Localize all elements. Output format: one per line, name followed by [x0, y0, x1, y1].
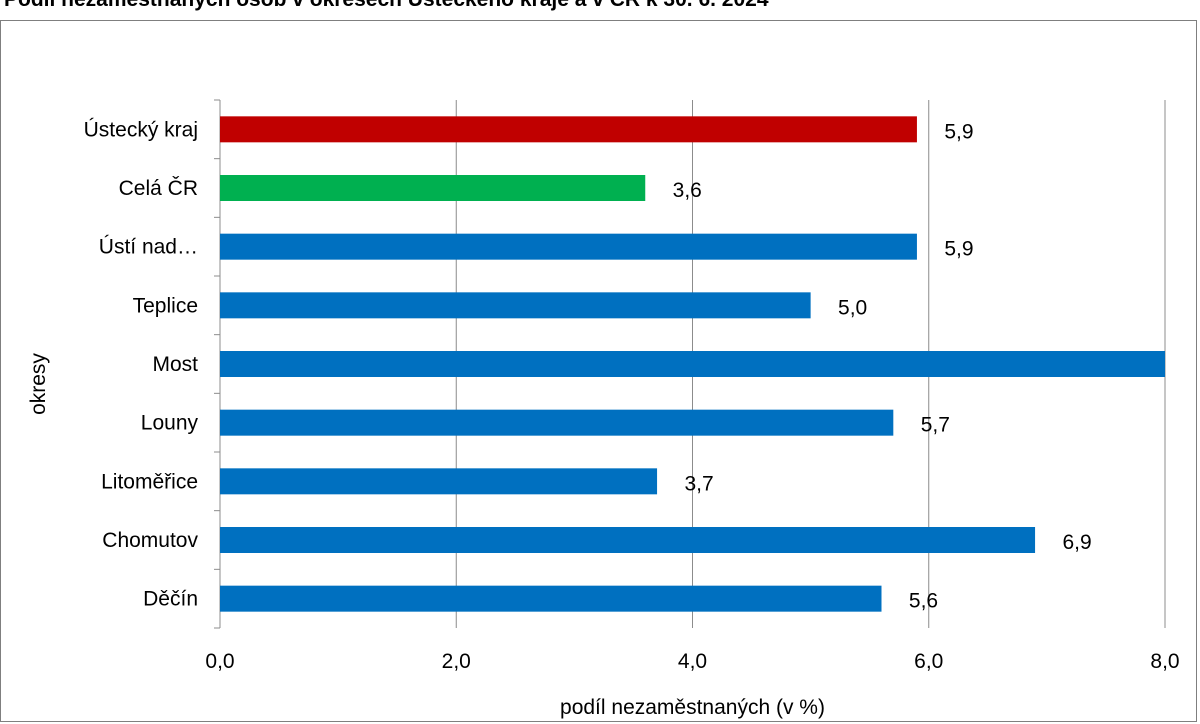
x-tick-label: 6,0: [914, 650, 943, 673]
data-label: 6,9: [1062, 531, 1091, 554]
x-tick-label: 0,0: [205, 650, 234, 673]
category-label: Litoměřice: [101, 470, 198, 493]
data-label: 3,6: [673, 179, 702, 202]
x-tick-labels: 0,0 2,0 4,0 6,0 8,0: [205, 650, 1179, 673]
category-label: Celá ČR: [119, 177, 198, 200]
y-axis-title: okresy: [27, 353, 50, 415]
chart-title: Podíl nezaměstnaných osob v okresech Úst…: [4, 0, 769, 12]
bar: [220, 351, 1165, 377]
data-label: 3,7: [684, 472, 713, 495]
category-label: Děčín: [143, 588, 198, 611]
chart-frame: [0, 20, 1197, 722]
x-tick-label: 4,0: [678, 650, 707, 673]
x-tick-label: 8,0: [1150, 650, 1179, 673]
bar: [220, 292, 811, 319]
category-label: Chomutov: [102, 529, 198, 552]
category-label: Louny: [141, 412, 199, 435]
data-label: 5,9: [944, 238, 973, 261]
bar: [220, 409, 894, 436]
data-label: 5,6: [909, 590, 938, 613]
data-label: 5,0: [838, 296, 867, 319]
data-labels: 5,9 3,6 5,9 5,0 5,7 3,7 6,9 5,6: [673, 120, 1092, 612]
x-axis-title: podíl nezaměstnaných (v %): [560, 696, 825, 719]
category-labels: Ústecký kraj Celá ČR Ústí nad… Teplice Most L…: [84, 118, 199, 610]
category-label: Ústecký kraj: [84, 118, 198, 141]
x-tick-label: 2,0: [442, 650, 471, 673]
data-label: 5,9: [944, 120, 973, 143]
bar: [220, 585, 882, 612]
bar: [220, 468, 658, 495]
bar: [220, 527, 1036, 553]
category-label: Teplice: [133, 294, 198, 317]
category-label: Ústí nad…: [99, 236, 198, 259]
category-label: Most: [152, 353, 198, 376]
data-label: 5,7: [921, 414, 950, 437]
bar: [220, 233, 917, 260]
bar: [220, 116, 917, 143]
bars: [220, 116, 1165, 612]
bar: [220, 175, 646, 201]
